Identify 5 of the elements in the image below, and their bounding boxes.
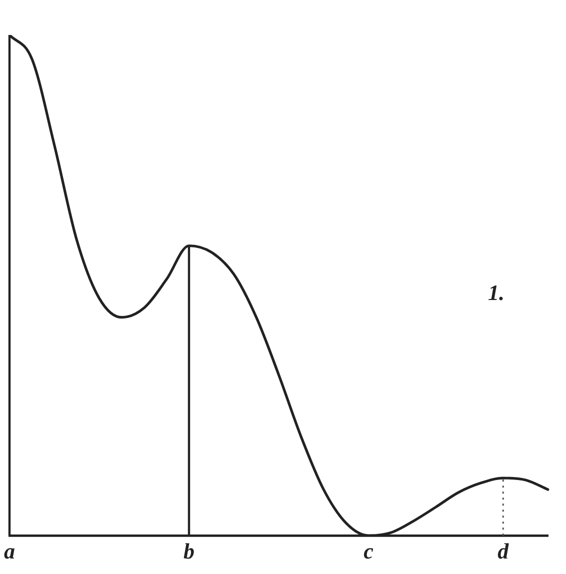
- x-tick-label: b: [184, 538, 194, 564]
- x-tick-label: c: [364, 538, 374, 564]
- x-tick-label: d: [498, 538, 510, 564]
- annotation: 1.: [488, 280, 504, 306]
- x-tick-label: a: [4, 538, 15, 564]
